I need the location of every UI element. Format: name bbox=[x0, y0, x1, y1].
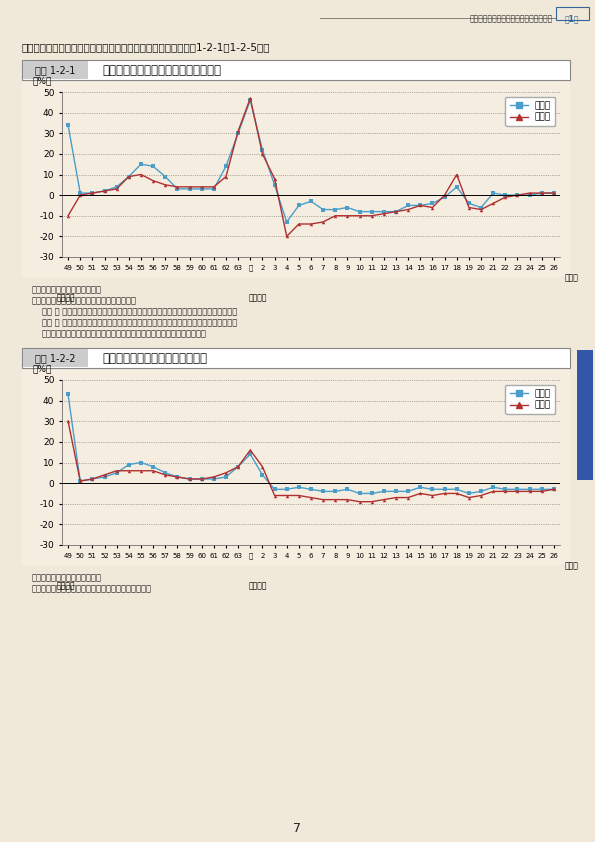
Bar bbox=[23, 61, 88, 79]
Bar bbox=[22, 370, 570, 565]
Text: （平成）: （平成） bbox=[249, 581, 267, 590]
FancyBboxPatch shape bbox=[577, 350, 593, 480]
Text: 東 京 圏：首都圏整備法による既成市街地及び近郊整備地帯を含む市区町村の区域。: 東 京 圏：首都圏整備法による既成市街地及び近郊整備地帯を含む市区町村の区域。 bbox=[42, 307, 237, 316]
Text: （%）: （%） bbox=[32, 77, 52, 85]
Text: （昭和）: （昭和） bbox=[57, 581, 76, 590]
Text: （年）: （年） bbox=[565, 274, 579, 283]
Text: 関: 関 bbox=[583, 396, 587, 402]
Bar bbox=[22, 60, 570, 80]
Text: 図表 1-2-2: 図表 1-2-2 bbox=[35, 353, 75, 363]
Text: 注：「地方圏」とは、三大都市圏を除く地域を指す。: 注：「地方圏」とは、三大都市圏を除く地域を指す。 bbox=[32, 584, 152, 593]
Text: （平成）: （平成） bbox=[249, 293, 267, 302]
Text: 地方圏における地価変動率の推移: 地方圏における地価変動率の推移 bbox=[102, 351, 207, 365]
Text: 土: 土 bbox=[583, 357, 587, 363]
Text: す: す bbox=[583, 408, 587, 415]
Text: （年）: （年） bbox=[565, 562, 579, 571]
Text: 地: 地 bbox=[583, 370, 587, 376]
Bar bbox=[22, 348, 570, 368]
Text: 7: 7 bbox=[293, 822, 302, 834]
Text: （%）: （%） bbox=[32, 365, 52, 373]
Text: 資料：国土交通省「地価公示」: 資料：国土交通省「地価公示」 bbox=[32, 573, 102, 582]
Text: 名古屋圏：中部圏開発整備法による都市整備区域を含む市町村の区域。: 名古屋圏：中部圏開発整備法による都市整備区域を含む市町村の区域。 bbox=[42, 329, 207, 338]
Text: 平成二十年度の地価・土地問題等の動向: 平成二十年度の地価・土地問題等の動向 bbox=[469, 14, 553, 23]
Text: 三大都市圏における地価変動率の推移: 三大都市圏における地価変動率の推移 bbox=[102, 63, 221, 77]
Text: （昭和）: （昭和） bbox=[57, 293, 76, 302]
Text: 図表 1-2-1: 図表 1-2-1 bbox=[35, 65, 75, 75]
Text: 大 阪 圏：近畿圏整備法による既成都市区域及び近郊整備区域を含む市町村の区域。: 大 阪 圏：近畿圏整備法による既成都市区域及び近郊整備区域を含む市町村の区域。 bbox=[42, 318, 237, 327]
Text: る: る bbox=[583, 422, 587, 429]
Text: 向: 向 bbox=[583, 448, 587, 455]
Legend: 住宅地, 商業地: 住宅地, 商業地 bbox=[505, 97, 556, 126]
Text: に: に bbox=[583, 383, 587, 389]
Legend: 住宅地, 商業地: 住宅地, 商業地 bbox=[505, 385, 556, 414]
Text: 資料：国土交通省「地価公示」: 資料：国土交通省「地価公示」 bbox=[32, 285, 102, 294]
Text: て相対的に地価の下落率が拡大している地点も存在する（図表1-2-1〜1-2-5）。: て相対的に地価の下落率が拡大している地点も存在する（図表1-2-1〜1-2-5）… bbox=[22, 42, 271, 52]
Text: 動: 動 bbox=[583, 434, 587, 441]
Text: 注：三大都市圏：東京圏、大阪圏、名古屋圏。: 注：三大都市圏：東京圏、大阪圏、名古屋圏。 bbox=[32, 296, 137, 305]
Bar bbox=[23, 349, 88, 367]
Text: 第1章: 第1章 bbox=[565, 14, 580, 23]
Bar bbox=[22, 82, 570, 277]
